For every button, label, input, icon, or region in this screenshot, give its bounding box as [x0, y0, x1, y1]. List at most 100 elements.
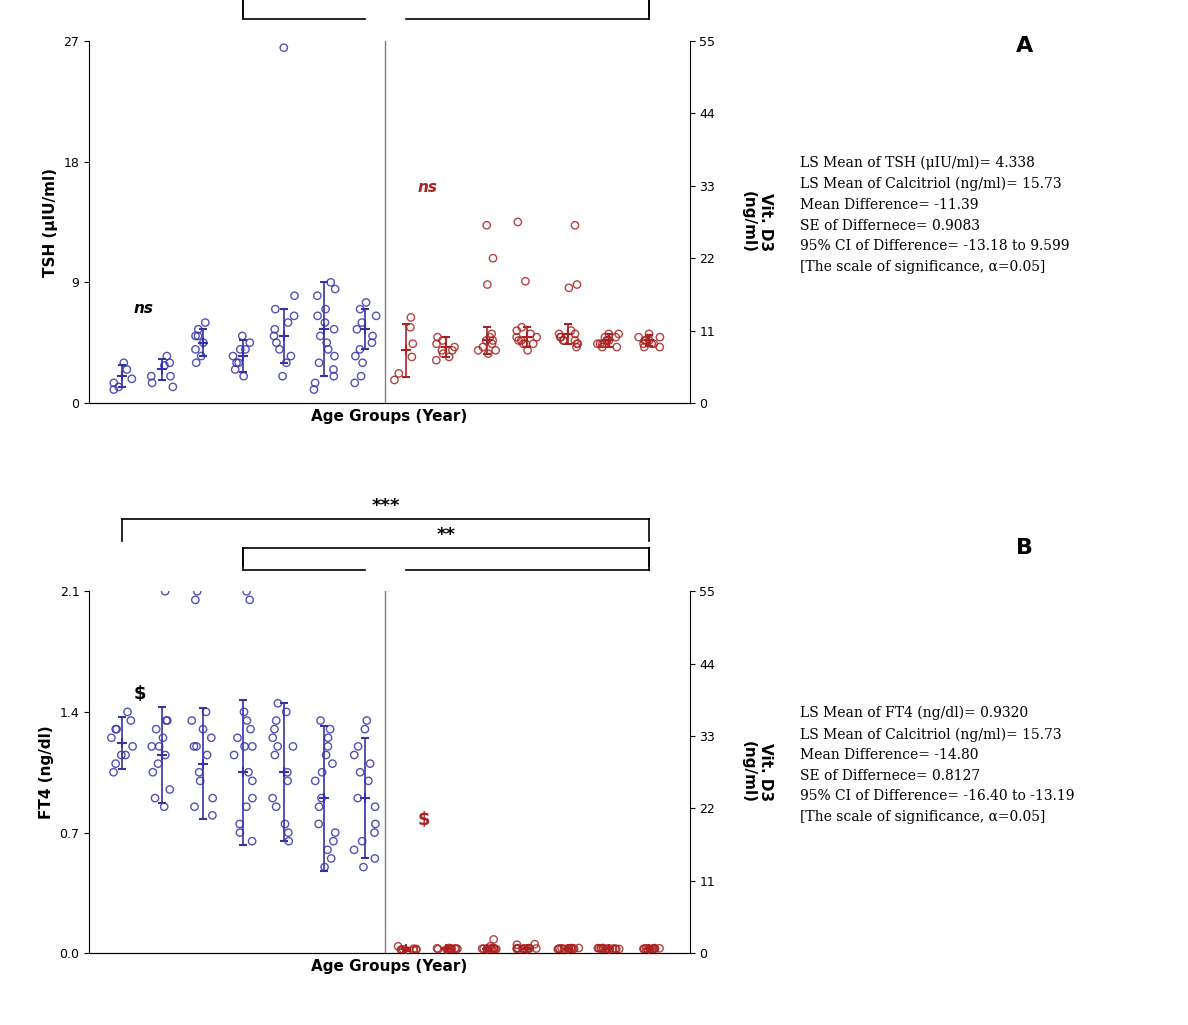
Point — [634, 339, 653, 356]
Point — [311, 712, 330, 729]
Point — [187, 341, 206, 358]
Point — [560, 280, 579, 296]
Point — [634, 335, 653, 352]
X-axis label: Age Groups (Year): Age Groups (Year) — [311, 958, 468, 974]
Point — [476, 332, 495, 349]
Point — [392, 941, 411, 957]
Point — [429, 941, 448, 957]
Point — [285, 308, 304, 324]
Point — [324, 321, 343, 337]
Point — [485, 940, 504, 956]
Point — [644, 941, 663, 957]
Point — [594, 940, 613, 956]
Point — [638, 941, 657, 957]
Point — [266, 798, 285, 815]
Point — [156, 583, 175, 600]
Point — [265, 721, 284, 737]
Point — [194, 334, 213, 351]
Point — [311, 328, 330, 344]
Point — [640, 941, 659, 957]
Point — [326, 824, 345, 840]
Point — [507, 937, 526, 953]
Point — [203, 790, 222, 807]
Point — [190, 764, 209, 780]
Point — [484, 250, 503, 266]
Point — [607, 339, 626, 356]
Point — [264, 730, 283, 746]
Point — [426, 352, 446, 368]
Point — [440, 348, 459, 365]
Point — [390, 365, 409, 381]
Point — [524, 335, 543, 352]
Point — [350, 764, 369, 780]
Point — [197, 747, 216, 764]
Point — [630, 329, 649, 345]
Point — [148, 755, 168, 772]
Point — [484, 332, 503, 349]
Point — [185, 591, 204, 608]
Point — [105, 375, 124, 392]
Point — [426, 335, 446, 352]
Point — [315, 859, 334, 875]
Point — [359, 773, 378, 789]
Point — [346, 347, 365, 364]
Point — [607, 941, 626, 957]
Point — [124, 738, 143, 754]
Point — [519, 941, 538, 957]
Point — [478, 941, 497, 957]
Point — [191, 347, 210, 364]
Point — [508, 214, 527, 231]
Point — [184, 738, 203, 754]
Point — [567, 339, 586, 356]
Point — [637, 940, 656, 956]
Point — [645, 940, 664, 956]
Point — [163, 378, 182, 395]
Text: LS Mean of TSH (μIU/ml)= 4.338
LS Mean of Calcitriol (ng/ml)= 15.73
Mean Differe: LS Mean of TSH (μIU/ml)= 4.338 LS Mean o… — [801, 156, 1069, 274]
Point — [141, 368, 160, 384]
Point — [595, 329, 614, 345]
Text: ns: ns — [134, 301, 153, 316]
Point — [304, 381, 323, 398]
Point — [558, 940, 577, 956]
Point — [348, 790, 367, 807]
Point — [594, 941, 613, 957]
Point — [366, 816, 385, 832]
Point — [385, 372, 404, 388]
Point — [324, 368, 343, 384]
Point — [598, 941, 617, 957]
Point — [317, 334, 336, 351]
Point — [568, 335, 587, 352]
Point — [402, 310, 421, 326]
Text: ***: *** — [371, 497, 399, 516]
Point — [318, 730, 337, 746]
Point — [639, 326, 658, 342]
Point — [196, 315, 215, 331]
Point — [392, 942, 411, 958]
Point — [265, 328, 284, 344]
Point — [482, 335, 501, 352]
Point — [473, 339, 492, 356]
Point — [562, 323, 581, 339]
Point — [636, 332, 655, 349]
Point — [157, 347, 176, 364]
Point — [508, 332, 527, 349]
Point — [507, 941, 526, 957]
Point — [118, 704, 137, 721]
Point — [428, 940, 447, 956]
Point — [650, 329, 669, 345]
Point — [404, 335, 423, 352]
Point — [279, 824, 298, 840]
Point — [153, 730, 172, 746]
Point — [150, 738, 169, 754]
Point — [507, 323, 526, 339]
Point — [478, 277, 497, 293]
Point — [158, 712, 177, 729]
Point — [440, 940, 459, 956]
Point — [478, 217, 497, 234]
Point — [565, 332, 584, 349]
Point — [361, 755, 380, 772]
Point — [593, 335, 612, 352]
Point — [600, 332, 619, 349]
Point — [157, 712, 176, 729]
Point — [637, 332, 656, 349]
